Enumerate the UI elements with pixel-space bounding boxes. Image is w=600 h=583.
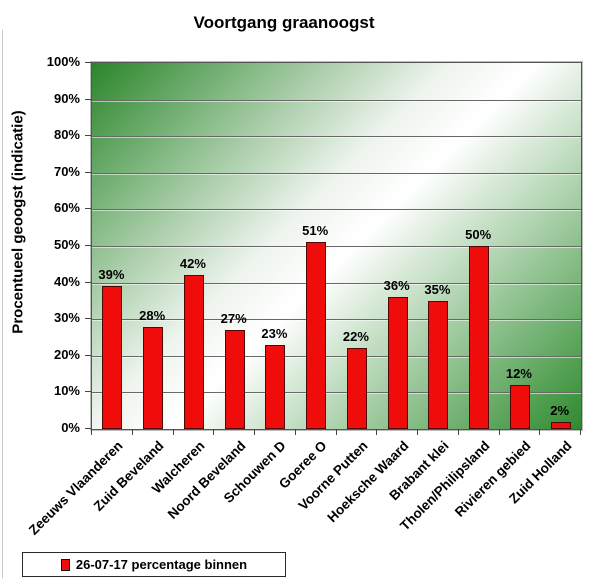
x-tick-mark xyxy=(457,429,459,435)
x-tick-mark xyxy=(91,429,92,435)
bar-noord-beveland xyxy=(224,330,245,429)
bar-brabant-klei xyxy=(428,300,449,429)
y-tick-mark xyxy=(85,391,91,393)
bar-data-label: 39% xyxy=(98,267,125,283)
bar-data-label: 42% xyxy=(179,256,206,272)
gridline xyxy=(92,392,581,394)
bar-zuid-beveland xyxy=(143,326,164,429)
bar-hoeksche-waard xyxy=(387,297,408,429)
bar-zuid-holland xyxy=(550,421,571,429)
bar-goeree-o xyxy=(306,242,327,429)
y-tick-mark xyxy=(85,318,91,320)
y-tick-label: 80% xyxy=(53,127,80,143)
gridline xyxy=(92,209,581,211)
bar-data-label: 2% xyxy=(550,402,570,418)
bar-data-label: 22% xyxy=(342,329,369,345)
x-tick-mark xyxy=(580,429,581,435)
y-tick-mark xyxy=(85,98,91,100)
x-tick-mark xyxy=(417,429,418,435)
legend-marker-icon xyxy=(60,558,70,571)
y-tick-label: 100% xyxy=(46,54,80,69)
bar-rivieren-gebied xyxy=(509,385,530,429)
x-tick-mark xyxy=(335,429,337,435)
bar-data-label: 28% xyxy=(139,307,166,323)
x-tick-mark xyxy=(539,429,541,435)
y-tick-label: 60% xyxy=(53,200,80,216)
y-tick-label: 10% xyxy=(53,383,80,399)
gridline xyxy=(92,355,581,357)
bar-zeeuws-vlaanderen xyxy=(102,286,123,429)
y-tick-mark xyxy=(85,245,91,246)
bar-data-label: 36% xyxy=(383,278,410,294)
y-tick-label: 90% xyxy=(53,90,80,106)
chart-title: Voortgang graanoogst xyxy=(193,13,375,32)
chart-left-border xyxy=(2,30,3,578)
x-tick-mark xyxy=(131,429,133,435)
plot-area xyxy=(90,61,583,431)
legend: 26-07-17 percentage binnen xyxy=(22,552,286,577)
y-axis-title: Procentueel geoogst (indicatie) xyxy=(9,110,27,334)
y-tick-mark xyxy=(85,62,91,63)
bar-data-label: 23% xyxy=(261,325,288,341)
x-tick-mark xyxy=(213,429,215,435)
y-tick-label: 20% xyxy=(53,346,80,362)
bar-data-label: 51% xyxy=(302,223,329,239)
bar-voorne-putten xyxy=(346,348,367,429)
x-tick-mark xyxy=(254,429,255,435)
y-tick-mark xyxy=(85,208,91,210)
x-tick-mark xyxy=(376,429,378,435)
y-tick-mark xyxy=(85,135,91,137)
x-tick-mark xyxy=(172,429,174,435)
bar-data-label: 35% xyxy=(424,281,451,297)
gridline xyxy=(92,319,581,321)
y-tick-mark xyxy=(85,281,91,283)
gridline xyxy=(92,99,581,101)
gridline xyxy=(92,282,581,284)
x-tick-mark xyxy=(498,429,500,435)
bar-schouwen-d xyxy=(265,344,286,429)
bar-data-label: 50% xyxy=(465,227,492,242)
bar-data-label: 12% xyxy=(505,366,532,382)
bar-tholen-philipsland xyxy=(469,246,490,429)
y-tick-label: 30% xyxy=(53,310,80,326)
legend-label: 26-07-17 percentage binnen xyxy=(75,557,248,572)
y-tick-mark xyxy=(85,428,91,429)
y-tick-label: 50% xyxy=(53,237,80,252)
y-tick-label: 70% xyxy=(53,163,80,179)
x-tick-mark xyxy=(294,429,296,435)
y-tick-mark xyxy=(85,354,91,356)
gridline xyxy=(92,172,581,174)
y-tick-label: 0% xyxy=(61,420,80,435)
gridline xyxy=(92,136,581,138)
y-tick-mark xyxy=(85,171,91,173)
gridline xyxy=(92,246,581,247)
y-tick-label: 40% xyxy=(53,273,80,289)
bar-walcheren xyxy=(183,275,204,429)
bar-data-label: 27% xyxy=(220,311,247,327)
